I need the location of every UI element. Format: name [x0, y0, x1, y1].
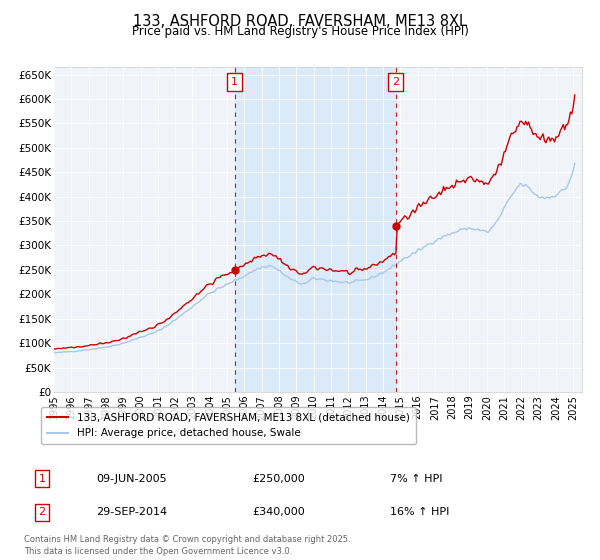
Text: 1: 1 [231, 77, 238, 87]
Text: 09-JUN-2005: 09-JUN-2005 [96, 474, 167, 484]
Text: £250,000: £250,000 [252, 474, 305, 484]
Text: 133, ASHFORD ROAD, FAVERSHAM, ME13 8XL: 133, ASHFORD ROAD, FAVERSHAM, ME13 8XL [133, 14, 467, 29]
Text: 16% ↑ HPI: 16% ↑ HPI [390, 507, 449, 517]
Text: 2: 2 [38, 507, 46, 517]
Text: 7% ↑ HPI: 7% ↑ HPI [390, 474, 443, 484]
Bar [235, 67, 396, 392]
Text: Contains HM Land Registry data © Crown copyright and database right 2025.
This d: Contains HM Land Registry data © Crown c… [24, 535, 350, 556]
Text: 2: 2 [392, 77, 400, 87]
Text: Price paid vs. HM Land Registry's House Price Index (HPI): Price paid vs. HM Land Registry's House … [131, 25, 469, 38]
Legend: 133, ASHFORD ROAD, FAVERSHAM, ME13 8XL (detached house), HPI: Average price, det: 133, ASHFORD ROAD, FAVERSHAM, ME13 8XL (… [41, 407, 416, 445]
Text: 1: 1 [38, 474, 46, 484]
Text: 29-SEP-2014: 29-SEP-2014 [96, 507, 167, 517]
Text: £340,000: £340,000 [252, 507, 305, 517]
